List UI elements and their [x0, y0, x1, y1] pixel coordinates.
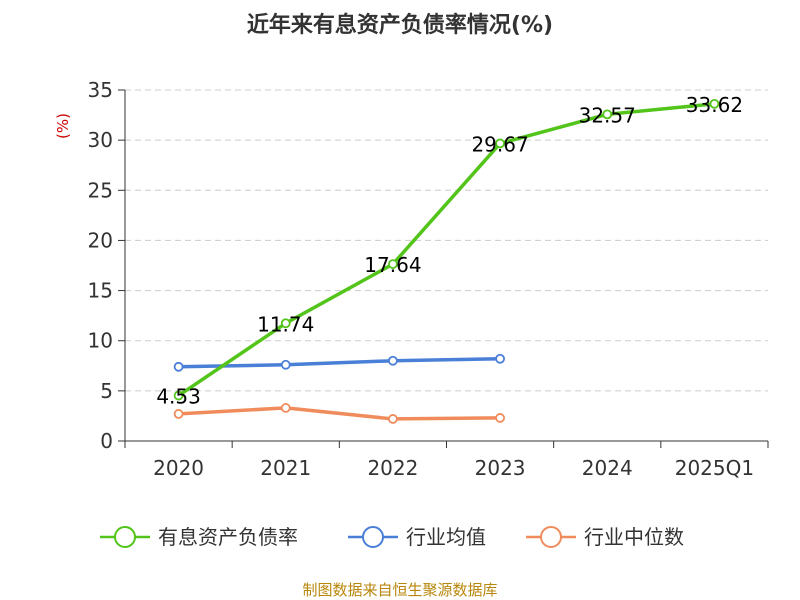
y-axis-label: (%) — [54, 113, 72, 139]
data-labels: 4.53 11.74 17.64 29.67 32.57 33.62 — [156, 93, 743, 409]
legend-marker — [362, 526, 384, 548]
x-tick-label: 2022 — [367, 456, 418, 480]
legend-label: 行业均值 — [406, 525, 486, 549]
data-point — [602, 109, 613, 120]
data-label: 4.53 — [156, 385, 201, 409]
legend-marker — [540, 526, 562, 548]
series-line — [178, 406, 501, 421]
data-point — [280, 359, 291, 370]
x-tick-label: 2025Q1 — [675, 456, 754, 480]
x-tick-label: 2020 — [153, 456, 204, 480]
data-point — [495, 138, 505, 149]
data-label: 17.64 — [364, 253, 421, 277]
data-label: 29.67 — [471, 132, 528, 156]
y-tick-label: 35 — [88, 78, 113, 102]
data-point — [388, 355, 398, 366]
legend-marker — [114, 526, 136, 548]
legend: 有息资产负债率 行业均值 行业中位数 — [100, 525, 684, 549]
axes: 0 5 10 15 20 25 30 35 2020 2021 2022 2023 2024 2025Q1 — [88, 78, 769, 480]
data-point — [495, 413, 505, 423]
data-point — [280, 403, 291, 413]
data-label: 33.62 — [686, 93, 743, 117]
series-line — [177, 102, 715, 398]
data-label: 32.57 — [579, 103, 636, 127]
x-tick-label: 2021 — [260, 456, 311, 480]
data-point — [388, 259, 398, 269]
y-tick-label: 25 — [88, 178, 113, 202]
data-point — [173, 361, 184, 372]
data-point — [388, 414, 398, 424]
legend-label: 行业中位数 — [584, 525, 684, 549]
source-note: 制图数据来自恒生聚源数据库 — [302, 581, 497, 599]
y-tick-label: 5 — [100, 379, 113, 403]
data-point — [709, 98, 720, 109]
y-tick-label: 30 — [88, 128, 113, 152]
data-label: 11.74 — [257, 312, 314, 336]
x-tick-label: 2024 — [582, 456, 633, 480]
y-tick-label: 0 — [100, 429, 113, 453]
data-point — [173, 409, 184, 419]
chart-title: 近年来有息资产负债率情况(%) — [247, 12, 553, 38]
legend-label: 有息资产负债率 — [158, 525, 298, 549]
series-line — [178, 357, 501, 369]
series-lines — [173, 98, 720, 424]
gridlines — [125, 89, 768, 392]
x-tick-label: 2023 — [475, 456, 526, 480]
data-point — [495, 353, 505, 364]
y-tick-label: 20 — [88, 228, 113, 252]
data-point — [173, 390, 184, 401]
y-tick-label: 15 — [88, 279, 113, 303]
data-point — [280, 318, 291, 329]
y-tick-label: 10 — [88, 329, 113, 353]
